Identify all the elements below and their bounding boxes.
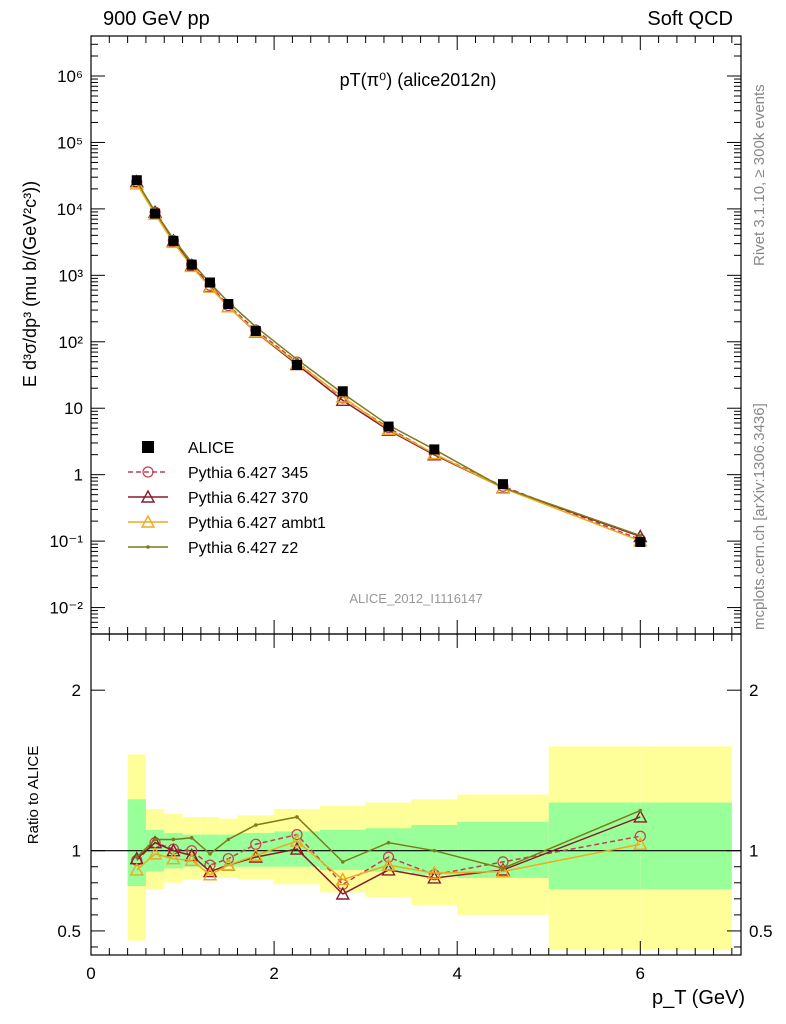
x-tick-label: 4 (452, 964, 461, 983)
legend-label: Pythia 6.427 ambt1 (188, 515, 326, 532)
legend-marker (142, 466, 154, 478)
ratio-point (184, 852, 199, 867)
legend-label: Pythia 6.427 370 (188, 490, 308, 507)
ratio-point (221, 857, 236, 871)
y-tick-label: 10⁴ (57, 200, 83, 219)
ratio-point (253, 823, 258, 827)
ratio-point (638, 808, 643, 813)
ratio-point (633, 836, 648, 850)
ratio-point (226, 837, 231, 842)
data-point (205, 277, 216, 288)
ratio-y-axis-label: Ratio to ALICE (25, 746, 42, 844)
ratio-point (432, 848, 437, 853)
x-axis-label: p_T (GeV) (652, 987, 745, 1009)
ratio-frame (90, 633, 742, 956)
main-point (335, 389, 350, 403)
ratio-point (428, 869, 440, 881)
main-y-axis-label: E d³σ/dp³ (mu b/(GeV²c³)) (20, 181, 40, 387)
data-point (497, 479, 508, 490)
y-tick-label: 10 (64, 399, 83, 418)
x-tick-label: 0 (86, 964, 95, 983)
x-tick-label: 2 (269, 964, 278, 983)
ratio-point (381, 857, 396, 871)
data-point (429, 444, 440, 455)
ratio-point (295, 815, 299, 819)
ratio-point (166, 843, 181, 857)
band-inner (319, 829, 366, 870)
header-left-label: 900 GeV pp (103, 8, 210, 30)
ratio-point (208, 852, 212, 856)
ratio-y-tick-label-right: 0.5 (749, 922, 773, 941)
ratio-point (495, 864, 511, 878)
y-tick-label: 10⁻¹ (49, 532, 83, 551)
legend-label: ALICE (188, 440, 234, 457)
y-tick-label: 10⁵ (57, 133, 83, 152)
data-point (635, 536, 646, 547)
data-point (186, 259, 197, 270)
main-series-line (136, 181, 641, 541)
legend-label: Pythia 6.427 345 (188, 465, 308, 482)
ratio-y-tick-label-right: 1 (749, 842, 758, 861)
ratio-series-line (136, 833, 641, 886)
main-series-line (136, 183, 641, 542)
legend-label: Pythia 6.427 z2 (188, 540, 298, 557)
data-point (150, 208, 161, 219)
ratio-point (202, 864, 218, 878)
main-series-line (136, 181, 641, 537)
ratio-point (189, 836, 194, 840)
ratio-point (340, 860, 345, 864)
data-point (337, 386, 348, 397)
legend-marker-data (142, 441, 154, 453)
y-tick-label: 10³ (58, 266, 83, 285)
ratio-point (147, 846, 163, 860)
ratio-point (153, 837, 157, 842)
ratio-point (501, 866, 505, 871)
ratio-point (291, 829, 303, 841)
ratio-point (382, 851, 395, 863)
main-point (638, 533, 643, 538)
y-tick-label: 1 (74, 466, 83, 485)
data-point (131, 175, 142, 186)
ratio-point (495, 862, 511, 876)
ratio-point (166, 851, 181, 865)
y-tick-label: 10⁻² (49, 599, 83, 618)
band-inner (127, 799, 146, 886)
data-point (383, 421, 394, 432)
ratio-y-tick-label: 1 (72, 842, 81, 861)
legend-marker (146, 545, 150, 549)
ratio-point (129, 862, 144, 876)
data-point (223, 299, 234, 310)
data-point (291, 359, 302, 370)
ratio-y-tick-label: 2 (72, 681, 81, 700)
ratio-series-line (136, 840, 641, 881)
ratio-point (248, 848, 263, 862)
ratio-point (171, 837, 176, 842)
main-series-line (136, 181, 641, 538)
band-inner (640, 802, 732, 890)
ratio-point (289, 833, 305, 847)
y-tick-label: 10² (58, 333, 83, 352)
legend-marker (140, 514, 156, 528)
x-tick-label: 6 (636, 964, 645, 983)
ratio-point (335, 872, 350, 886)
ratio-y-tick-label-right: 2 (749, 681, 758, 700)
ratio-point (202, 867, 218, 881)
ratio-point (335, 886, 350, 900)
ratio-point (427, 865, 442, 879)
ratio-point (222, 853, 234, 865)
data-point (250, 326, 261, 337)
ratio-point (289, 841, 305, 855)
analysis-id: ALICE_2012_I1116147 (349, 591, 482, 606)
y-tick-label: 10⁶ (57, 67, 83, 86)
ratio-point (634, 830, 646, 842)
header-right-label: Soft QCD (647, 8, 733, 30)
chart-title: pT(π⁰) (alice2012n) (340, 70, 497, 90)
legend-marker (140, 489, 156, 503)
ratio-point (633, 809, 648, 823)
ratio-point (134, 855, 139, 859)
ratio-y-tick-label: 0.5 (57, 922, 81, 941)
ratio-point (386, 840, 391, 845)
data-point (168, 235, 179, 246)
